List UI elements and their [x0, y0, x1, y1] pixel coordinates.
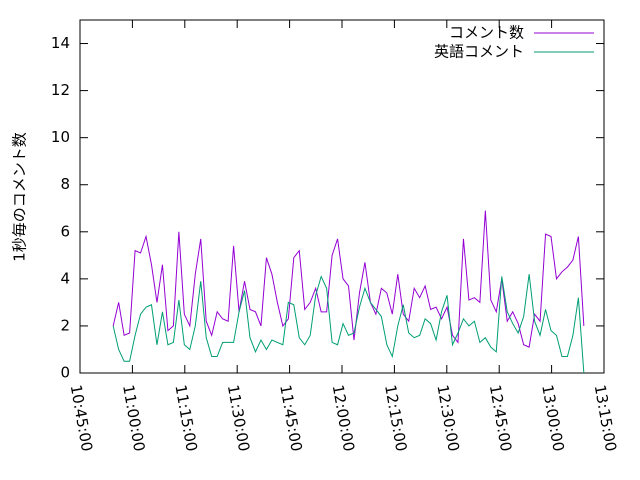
- y-tick-label: 2: [60, 316, 70, 334]
- x-tick-label: 11:45:00: [276, 383, 305, 452]
- x-tick-label: 12:45:00: [486, 383, 515, 452]
- series-line: [112, 274, 585, 374]
- x-tick-label: 12:15:00: [381, 383, 410, 452]
- x-tick-label: 13:15:00: [591, 383, 620, 452]
- y-tick-label: 10: [51, 128, 70, 146]
- plot-border: [79, 19, 605, 374]
- y-tick-label: 0: [60, 364, 70, 382]
- x-tick-label: 11:15:00: [171, 383, 200, 452]
- y-tick-label: 14: [51, 34, 70, 52]
- x-tick-label: 12:30:00: [433, 383, 462, 452]
- y-tick-label: 6: [60, 222, 70, 240]
- legend-label: 英語コメント: [434, 43, 524, 61]
- y-axis-label: 1秒毎のコメント数: [11, 132, 29, 262]
- x-tick-label: 12:00:00: [329, 383, 358, 452]
- y-tick-label: 8: [60, 175, 70, 193]
- y-tick-label: 4: [60, 269, 70, 287]
- x-tick-label: 11:00:00: [119, 383, 148, 452]
- y-tick-label: 12: [51, 81, 70, 99]
- series-line: [112, 210, 585, 348]
- x-tick-label: 11:30:00: [224, 383, 253, 452]
- x-tick-label: 10:45:00: [67, 383, 96, 452]
- legend-label: コメント数: [449, 24, 524, 42]
- x-tick-label: 13:00:00: [538, 383, 567, 452]
